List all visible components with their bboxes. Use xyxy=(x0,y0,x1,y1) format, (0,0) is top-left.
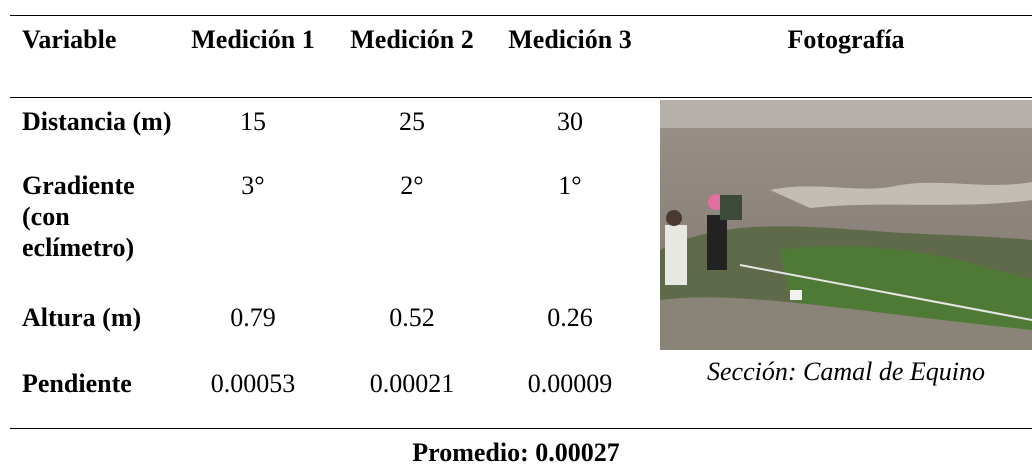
row-value: 15 xyxy=(240,107,266,136)
row-value: 0.00009 xyxy=(527,369,613,398)
row-value: 0.26 xyxy=(547,303,593,332)
row-value: 30 xyxy=(557,107,583,136)
row-value: 1° xyxy=(558,171,582,200)
row-value: 25 xyxy=(399,107,425,136)
header-cell: Medición 2 xyxy=(350,25,474,54)
photo xyxy=(660,100,1032,350)
header-rule xyxy=(10,97,1032,98)
row-value: 0.52 xyxy=(389,303,435,332)
photo-caption: Sección: Camal de Equino xyxy=(707,357,985,386)
header-cell: Variable xyxy=(22,25,117,54)
row-label: Altura (m) xyxy=(22,303,142,332)
header-cell: Fotografía xyxy=(787,25,905,54)
row-value: 2° xyxy=(400,171,424,200)
row-label: Pendiente xyxy=(22,369,132,398)
header-cell: Medición 3 xyxy=(508,25,632,54)
top-rule xyxy=(10,15,1032,16)
row-value: 0.00053 xyxy=(210,369,296,398)
header-cell: Medición 1 xyxy=(191,25,315,54)
row-value: 0.00021 xyxy=(369,369,455,398)
average: Promedio: 0.00027 xyxy=(412,438,620,467)
bottom-rule xyxy=(10,428,1032,429)
row-label: Gradiente (con eclímetro) xyxy=(22,171,135,262)
row-label: Distancia (m) xyxy=(22,107,172,136)
row-value: 0.79 xyxy=(230,303,276,332)
row-value: 3° xyxy=(241,171,265,200)
